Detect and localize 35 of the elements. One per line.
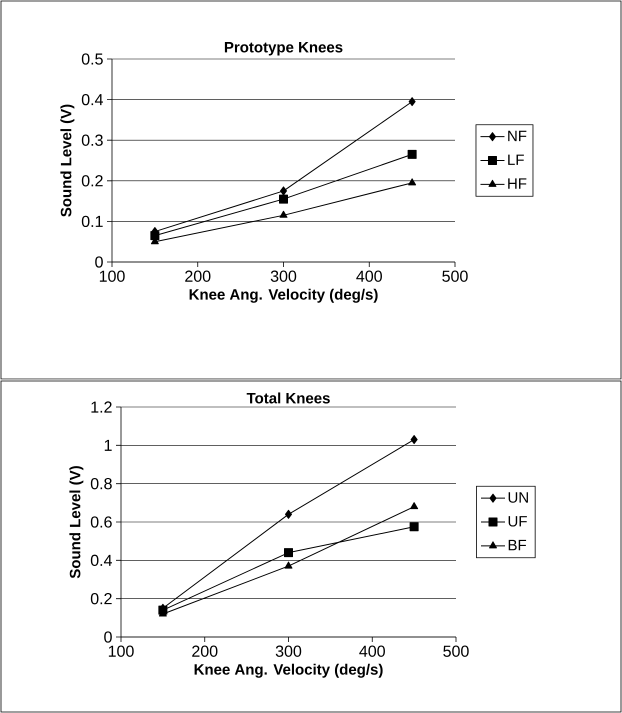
y-tick-label: 0.3	[82, 134, 103, 146]
x-tick-label: 400	[356, 270, 382, 282]
legend-label: LF	[508, 154, 524, 165]
y-tick-label: 0.4	[82, 94, 103, 106]
x-tick-label: 200	[192, 646, 218, 657]
x-tick-label: 400	[359, 646, 385, 657]
y-axis-title: Sound Level (V)	[60, 104, 74, 217]
y-tick-label: 0.4	[90, 554, 112, 566]
y-tick-label: 0.2	[82, 175, 103, 186]
y-tick-label: 0.8	[90, 478, 112, 490]
legend-label: UN	[508, 492, 528, 503]
y-tick-label: 0.6	[90, 516, 112, 528]
x-tick-label: 500	[443, 646, 469, 657]
y-tick-label: 0	[104, 631, 112, 643]
y-tick-label: 0.2	[90, 593, 112, 604]
y-tick-label: 1.2	[91, 401, 112, 413]
x-tick-label: 300	[270, 270, 296, 282]
x-tick-label: 100	[108, 646, 134, 657]
y-tick-label: 1	[104, 440, 112, 451]
x-tick-label: 500	[442, 270, 468, 282]
chart-title: Prototype Knees	[224, 42, 342, 56]
y-tick-label: 0.5	[82, 53, 103, 65]
x-tick-label: 100	[100, 270, 125, 282]
x-axis-title: Knee Ang. Velocity (deg/s)	[190, 288, 378, 303]
legend-label: BF	[508, 540, 526, 550]
legend-label: UF	[508, 516, 527, 527]
legend-label: NF	[508, 130, 526, 142]
x-tick-label: 200	[185, 270, 210, 282]
chart-title: Total Knees	[246, 392, 330, 404]
y-tick-label: 0.1	[82, 216, 103, 228]
y-tick-label: 0	[95, 256, 103, 268]
legend-label: HF	[508, 178, 526, 189]
y-axis-title: Sound Level (V)	[69, 466, 84, 578]
x-axis-title: Knee Ang. Velocity (deg/s)	[194, 664, 383, 678]
x-tick-label: 300	[276, 646, 302, 657]
